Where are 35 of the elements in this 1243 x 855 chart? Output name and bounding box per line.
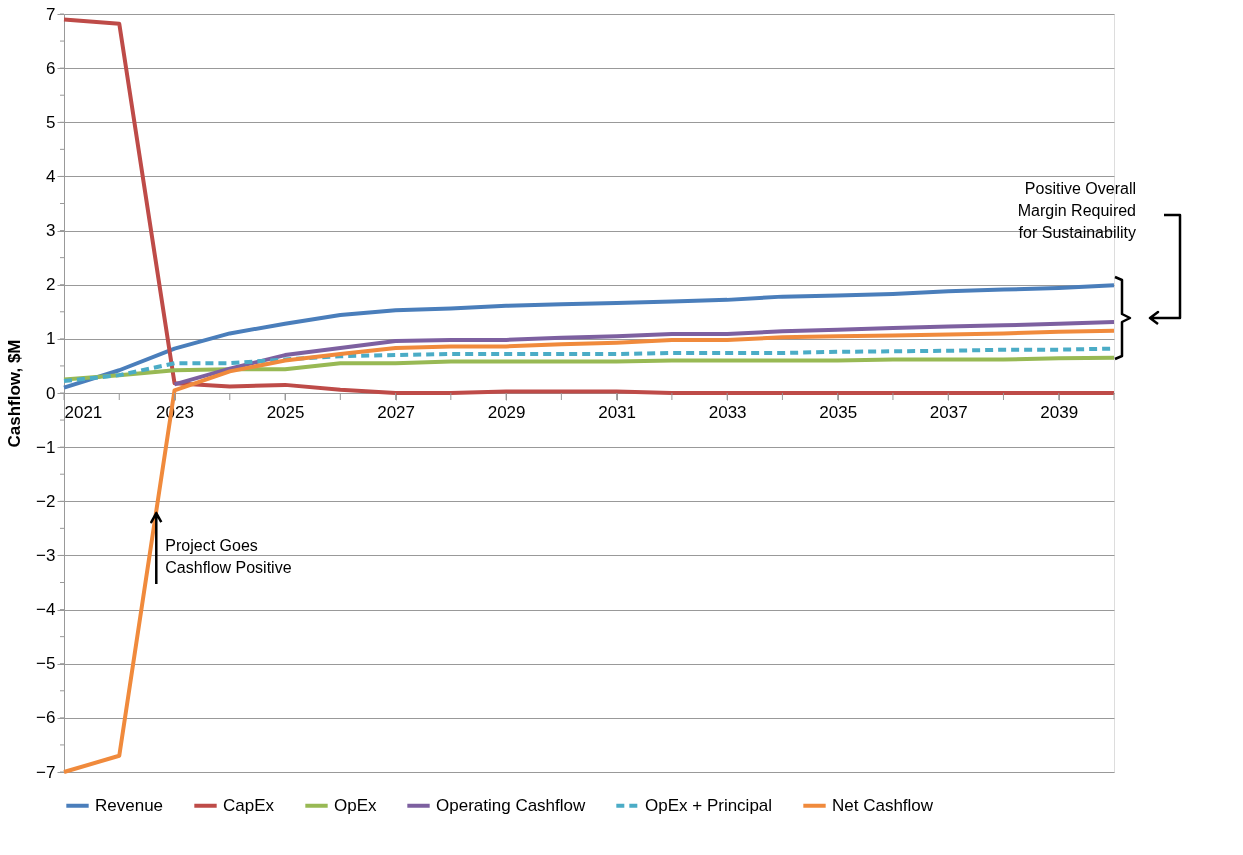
legend-label: OpEx + Principal <box>645 795 773 815</box>
legend-label: CapEx <box>223 795 275 815</box>
x-tick-label: 2021 <box>64 402 103 422</box>
x-tick-label: 2031 <box>598 402 637 422</box>
y-tick-label: −6 <box>36 708 56 728</box>
y-tick-label: 1 <box>46 329 56 349</box>
x-tick-label: 2033 <box>708 402 747 422</box>
y-tick-label: 5 <box>46 112 56 132</box>
y-tick-label: −7 <box>36 762 56 782</box>
line-series <box>62 355 1116 382</box>
legend-label: Revenue <box>95 795 164 815</box>
legend-label: Net Cashflow <box>832 795 934 815</box>
y-tick-label: 4 <box>46 166 56 186</box>
x-tick-label: 2025 <box>266 402 305 422</box>
x-tick-label: 2037 <box>929 402 968 422</box>
x-tick-label: 2027 <box>377 402 415 422</box>
y-tick-label: 2 <box>46 275 56 295</box>
x-tick-label: 2029 <box>487 402 526 422</box>
x-tick-label: 2039 <box>1040 402 1079 422</box>
x-tick-label: 2035 <box>819 402 858 422</box>
y-tick-label: 7 <box>46 4 56 24</box>
y-tick-label: −3 <box>36 545 56 565</box>
y-tick-label: 0 <box>46 383 56 403</box>
y-tick-label: −5 <box>36 654 56 674</box>
y-tick-label: −2 <box>36 491 56 511</box>
y-tick-label: 3 <box>46 221 56 241</box>
annotation: Positive Overall Margin Required for Sustainability <box>1017 180 1136 241</box>
line-series <box>172 320 1116 387</box>
annotation: Project Goes Cashflow Positive <box>165 537 292 577</box>
legend-label: Operating Cashflow <box>436 795 587 815</box>
y-axis-title: Cashflow, $M <box>5 339 25 448</box>
y-tick-label: −1 <box>36 437 56 457</box>
y-tick-label: −4 <box>36 600 56 620</box>
y-tick-label: 6 <box>46 58 56 78</box>
legend-label: OpEx <box>334 795 378 815</box>
